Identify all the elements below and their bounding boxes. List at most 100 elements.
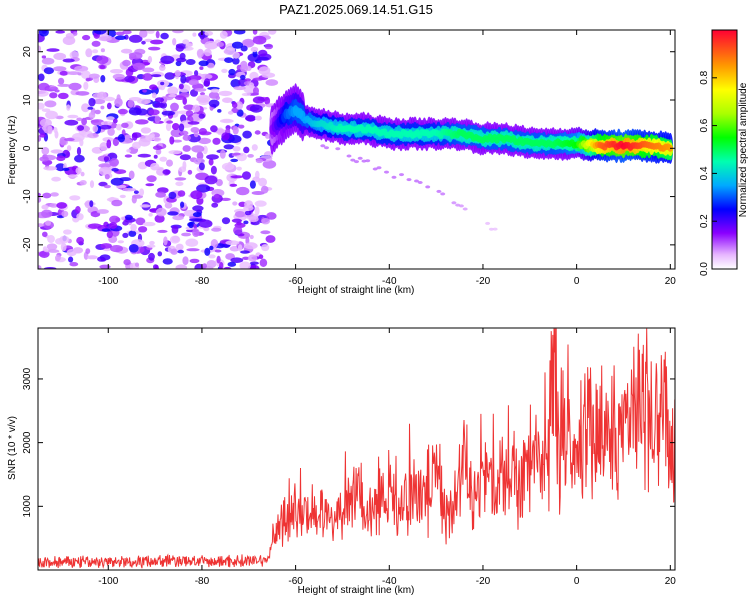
heatmap-noise-cell: [81, 70, 91, 79]
heatmap-noise-cell: [102, 96, 116, 102]
heatmap-noise-cell: [174, 70, 181, 77]
heatmap-noise-cell: [233, 86, 246, 91]
heatmap-noise-cell: [182, 39, 190, 45]
heatmap-noise-cell: [198, 137, 212, 145]
heatmap-noise-cell: [139, 188, 145, 196]
heatmap-noise-cell: [167, 86, 179, 95]
heatmap-branch-cell: [485, 221, 491, 225]
heatmap-noise-cell: [41, 57, 55, 65]
heatmap-branch-cell: [440, 192, 446, 196]
heatmap-noise-cell: [245, 114, 256, 122]
heatmap-noise-cell: [121, 122, 129, 128]
heatmap-branch-cell: [436, 189, 442, 193]
heatmap-noise-cell: [146, 244, 156, 248]
heatmap-noise-cell: [99, 142, 109, 151]
heatmap-noise-cell: [154, 264, 159, 269]
heatmap-noise-cell: [61, 210, 69, 218]
heatmap-noise-cell: [124, 154, 133, 158]
heatmap-noise-cell: [43, 67, 55, 75]
heatmap-noise-cell: [248, 82, 255, 89]
heatmap-noise-cell: [142, 67, 155, 73]
heatmap-noise-cell: [266, 212, 277, 220]
heatmap-noise-cell: [76, 117, 83, 122]
heatmap-noise-cell: [239, 261, 251, 269]
colorbar-tick-label: 0.2: [699, 214, 710, 228]
heatmap-noise-cell: [53, 66, 67, 72]
heatmap-noise-cell: [153, 137, 162, 142]
heatmap-noise-cell: [101, 228, 111, 232]
heatmap-noise-cell: [264, 96, 271, 105]
heatmap-noise-cell: [122, 220, 129, 226]
heatmap-noise-cell: [251, 144, 258, 151]
heatmap-noise-cell: [46, 243, 58, 251]
heatmap-noise-cell: [187, 121, 200, 125]
heatmap-noise-cell: [230, 257, 244, 264]
colorbar-ticks: 0.0 0.2 0.4 0.6 0.8: [699, 70, 717, 276]
heatmap-noise-cell: [235, 101, 244, 110]
heatmap-noise-cell: [192, 104, 201, 113]
heatmap-noise-cell: [116, 94, 121, 102]
heatmap-noise-cell: [188, 75, 202, 81]
heatmap-noise-cell: [133, 190, 139, 194]
heatmap-noise-cell: [38, 30, 49, 37]
heatmap-noise-cell: [177, 249, 184, 254]
heatmap-noise-cell: [122, 187, 137, 192]
heatmap-noise-cell: [41, 204, 49, 210]
heatmap-noise-cell: [265, 79, 279, 86]
y-tick-label: 3000: [22, 367, 33, 390]
heatmap-noise-cell: [88, 97, 96, 107]
heatmap-noise-cell: [98, 124, 112, 130]
heatmap-noise-cell: [230, 158, 239, 163]
heatmap-noise-cell: [124, 75, 136, 83]
heatmap-noise-cell: [214, 249, 222, 253]
heatmap-noise-cell: [138, 226, 148, 233]
heatmap-noise-cell: [254, 200, 267, 207]
heatmap-noise-cell: [198, 162, 205, 171]
heatmap-noise-cell: [74, 154, 85, 163]
heatmap-noise-cell: [104, 174, 110, 180]
heatmap-noise-cell: [127, 99, 134, 108]
heatmap-noise-cell: [128, 244, 139, 253]
heatmap-noise-cell: [185, 238, 199, 247]
heatmap-branch-cell: [384, 170, 389, 174]
y-tick-label: -20: [22, 237, 33, 252]
heatmap-noise-cell: [44, 100, 57, 108]
heatmap-noise-cell: [83, 81, 89, 91]
heatmap-noise-cell: [149, 84, 158, 90]
heatmap-noise-cell: [79, 180, 87, 186]
heatmap-branch-cell: [425, 185, 431, 189]
heatmap-noise-cell: [221, 119, 232, 123]
heatmap-noise-cell: [220, 197, 231, 201]
heatmap-noise-cell: [43, 166, 58, 171]
heatmap-noise-cell: [67, 71, 80, 75]
heatmap-noise-cell: [92, 49, 99, 54]
heatmap-noise-cell: [189, 258, 200, 264]
heatmap-noise-cell: [119, 194, 126, 199]
heatmap-noise-cell: [210, 125, 218, 133]
heatmap-noise-cell: [170, 102, 179, 112]
heatmap-noise-cell: [258, 177, 267, 187]
heatmap-noise-cell: [123, 259, 131, 266]
heatmap-noise-cell: [252, 35, 267, 45]
heatmap-branch-cell: [320, 144, 326, 148]
heatmap-branch-cell: [458, 204, 464, 208]
heatmap-noise-cell: [39, 156, 49, 162]
heatmap-noise-cell: [223, 50, 230, 54]
heatmap-noise-cell: [71, 132, 85, 142]
heatmap-noise-cell: [128, 52, 136, 57]
heatmap-noise-cell: [69, 51, 80, 60]
heatmap-noise-cell: [236, 186, 250, 196]
heatmap-noise-cell: [176, 57, 187, 63]
heatmap-noise-cell: [75, 167, 82, 175]
heatmap-noise-cell: [258, 49, 268, 57]
heatmap-noise-cell: [177, 190, 186, 197]
heatmap-noise-cell: [200, 92, 205, 96]
heatmap-noise-cell: [131, 195, 137, 204]
heatmap-noise-cell: [232, 51, 240, 59]
heatmap-noise-cell: [215, 179, 223, 187]
colorbar-tick-label: 0.0: [699, 262, 710, 276]
heatmap-noise-cell: [122, 30, 132, 35]
heatmap-noise-cell: [87, 223, 102, 229]
heatmap-noise-cell: [232, 57, 240, 65]
